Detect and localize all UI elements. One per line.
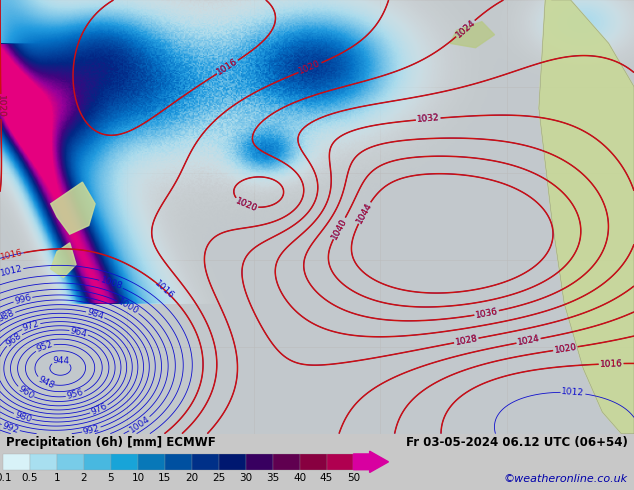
Polygon shape <box>51 243 76 277</box>
Text: 1040: 1040 <box>330 216 349 241</box>
Text: 1020: 1020 <box>234 196 259 213</box>
Text: 1024: 1024 <box>454 18 477 40</box>
Text: 1024: 1024 <box>517 334 541 347</box>
Text: 30: 30 <box>239 473 252 483</box>
Text: 1032: 1032 <box>417 114 440 124</box>
Text: 1016: 1016 <box>216 57 240 77</box>
Text: 1032: 1032 <box>417 114 440 124</box>
Text: 968: 968 <box>4 331 23 348</box>
Text: 976: 976 <box>89 402 109 417</box>
Text: 996: 996 <box>13 293 32 306</box>
Text: Precipitation (6h) [mm] ECMWF: Precipitation (6h) [mm] ECMWF <box>6 436 216 449</box>
Text: 1028: 1028 <box>454 334 479 347</box>
Bar <box>191 454 219 470</box>
Text: 988: 988 <box>0 308 16 324</box>
Text: 1020: 1020 <box>234 196 259 213</box>
Text: 1024: 1024 <box>517 334 541 347</box>
Bar <box>219 454 245 470</box>
Text: 1016: 1016 <box>216 57 240 77</box>
Bar <box>299 454 327 470</box>
Text: 5: 5 <box>108 473 114 483</box>
Text: 1004: 1004 <box>128 414 152 435</box>
Text: 35: 35 <box>266 473 279 483</box>
Text: 1012: 1012 <box>0 264 23 278</box>
Text: 1028: 1028 <box>454 334 479 347</box>
Text: 1000: 1000 <box>116 297 140 317</box>
Text: 1016: 1016 <box>600 359 623 368</box>
Text: 20: 20 <box>185 473 198 483</box>
Text: 2: 2 <box>81 473 87 483</box>
Text: Fr 03-05-2024 06.12 UTC (06+54): Fr 03-05-2024 06.12 UTC (06+54) <box>406 436 628 449</box>
Text: 952: 952 <box>35 340 54 354</box>
Bar <box>138 454 165 470</box>
Text: 1016: 1016 <box>0 248 23 263</box>
Text: 10: 10 <box>131 473 145 483</box>
Text: 25: 25 <box>212 473 225 483</box>
Polygon shape <box>51 182 95 234</box>
Text: 1036: 1036 <box>474 307 499 319</box>
Bar <box>273 454 299 470</box>
Bar <box>57 454 84 470</box>
Text: 1020: 1020 <box>553 343 578 355</box>
Text: 1020: 1020 <box>298 59 322 76</box>
Text: 1016: 1016 <box>600 359 623 368</box>
FancyArrow shape <box>354 451 389 472</box>
Text: 50: 50 <box>347 473 360 483</box>
Text: 1024: 1024 <box>454 18 477 40</box>
Text: 0.1: 0.1 <box>0 473 11 483</box>
Text: 40: 40 <box>293 473 306 483</box>
Text: 1012: 1012 <box>561 388 585 398</box>
Bar <box>327 454 354 470</box>
Text: 1008: 1008 <box>99 276 124 292</box>
Bar <box>3 454 30 470</box>
Text: 960: 960 <box>16 384 36 401</box>
Bar <box>84 454 111 470</box>
Text: 1016: 1016 <box>152 278 176 300</box>
Text: 1: 1 <box>54 473 60 483</box>
Text: 1020: 1020 <box>0 95 6 118</box>
Text: 1044: 1044 <box>355 201 374 225</box>
Polygon shape <box>539 0 634 434</box>
Text: 992: 992 <box>1 421 20 435</box>
Text: 944: 944 <box>53 356 70 366</box>
Text: 992: 992 <box>82 423 101 437</box>
Text: 45: 45 <box>320 473 333 483</box>
Text: 1044: 1044 <box>355 201 374 225</box>
Text: 964: 964 <box>69 326 88 339</box>
Text: 956: 956 <box>66 388 85 401</box>
Text: 0.5: 0.5 <box>22 473 39 483</box>
Text: 1020: 1020 <box>553 343 578 355</box>
Text: 1020: 1020 <box>298 59 322 76</box>
Text: 948: 948 <box>36 374 55 390</box>
Text: 984: 984 <box>86 308 105 321</box>
Bar <box>245 454 273 470</box>
Bar <box>111 454 138 470</box>
Text: ©weatheronline.co.uk: ©weatheronline.co.uk <box>503 474 628 484</box>
Text: 15: 15 <box>158 473 171 483</box>
Text: 1036: 1036 <box>474 307 499 319</box>
Text: 1040: 1040 <box>330 216 349 241</box>
Text: 1020: 1020 <box>0 95 6 118</box>
Bar <box>30 454 57 470</box>
Polygon shape <box>450 22 495 48</box>
Text: 972: 972 <box>22 319 41 333</box>
Text: 980: 980 <box>13 410 32 424</box>
Bar <box>165 454 191 470</box>
